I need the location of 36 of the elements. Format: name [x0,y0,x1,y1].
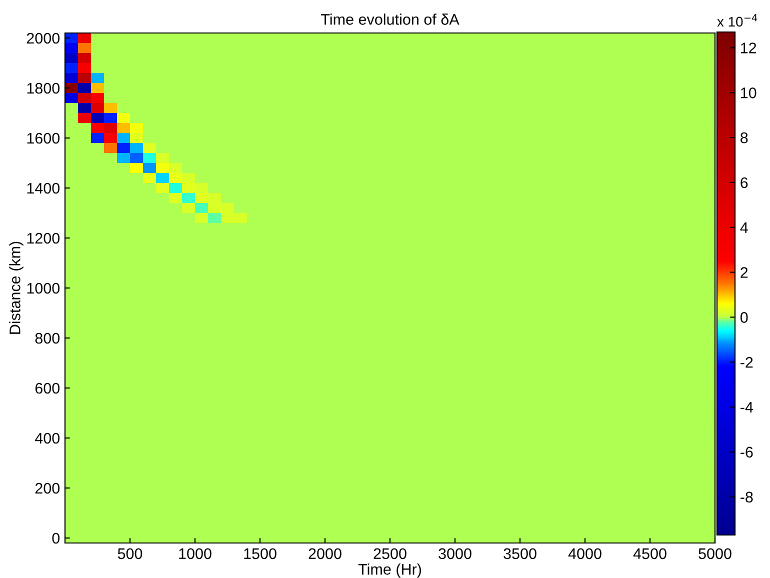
chart-title: Time evolution of δA [320,14,460,25]
y-tick-label: 1200 [27,232,60,244]
x-tick-label: 2000 [308,548,342,560]
y-tick-label: 1600 [27,132,60,144]
color-bar-label: 8 [740,132,748,144]
y-tick-label: 600 [35,382,60,394]
y-tick-label: 0 [52,532,60,544]
color-bar-label: -4 [740,402,753,413]
color-bar-label: -6 [740,446,753,458]
y-tick-label: 800 [35,332,60,344]
x-tick-label: 5000 [698,548,732,560]
y-tick-label: 400 [35,432,60,444]
x-tick-label: 1500 [244,548,276,560]
y-tick-label: 1800 [27,82,60,94]
y-tick-label: 2000 [26,32,60,44]
color-bar-label: 0 [740,312,748,323]
x-tick-label: 3500 [504,548,536,560]
x-tick-label: 2500 [374,548,406,560]
x-tick-label: 1000 [179,548,212,560]
x-tick-label: 4500 [633,548,666,560]
x-tick-label: 3000 [438,548,472,560]
x-tick-label: 4000 [568,548,602,560]
color-bar-label: 10 [741,87,756,98]
color-bar-label: -8 [740,492,753,503]
y-tick-label: 1000 [27,282,60,294]
y-axis-title: Distance (km) [9,242,24,334]
x-axis-title: Time (Hr) [358,563,422,578]
color-bar-title: x 10$^{−4}$ [717,14,758,27]
color-bar-label: 6 [740,177,748,188]
color-bar-label: -2 [740,356,753,368]
y-tick-label: 1400 [27,182,60,194]
y-tick-label: 200 [35,482,60,494]
color-bar-label: 4 [740,222,748,233]
x-tick-label: 500 [118,548,142,560]
color-bar-label: 2 [740,267,748,278]
color-bar-label: 12 [741,42,756,54]
